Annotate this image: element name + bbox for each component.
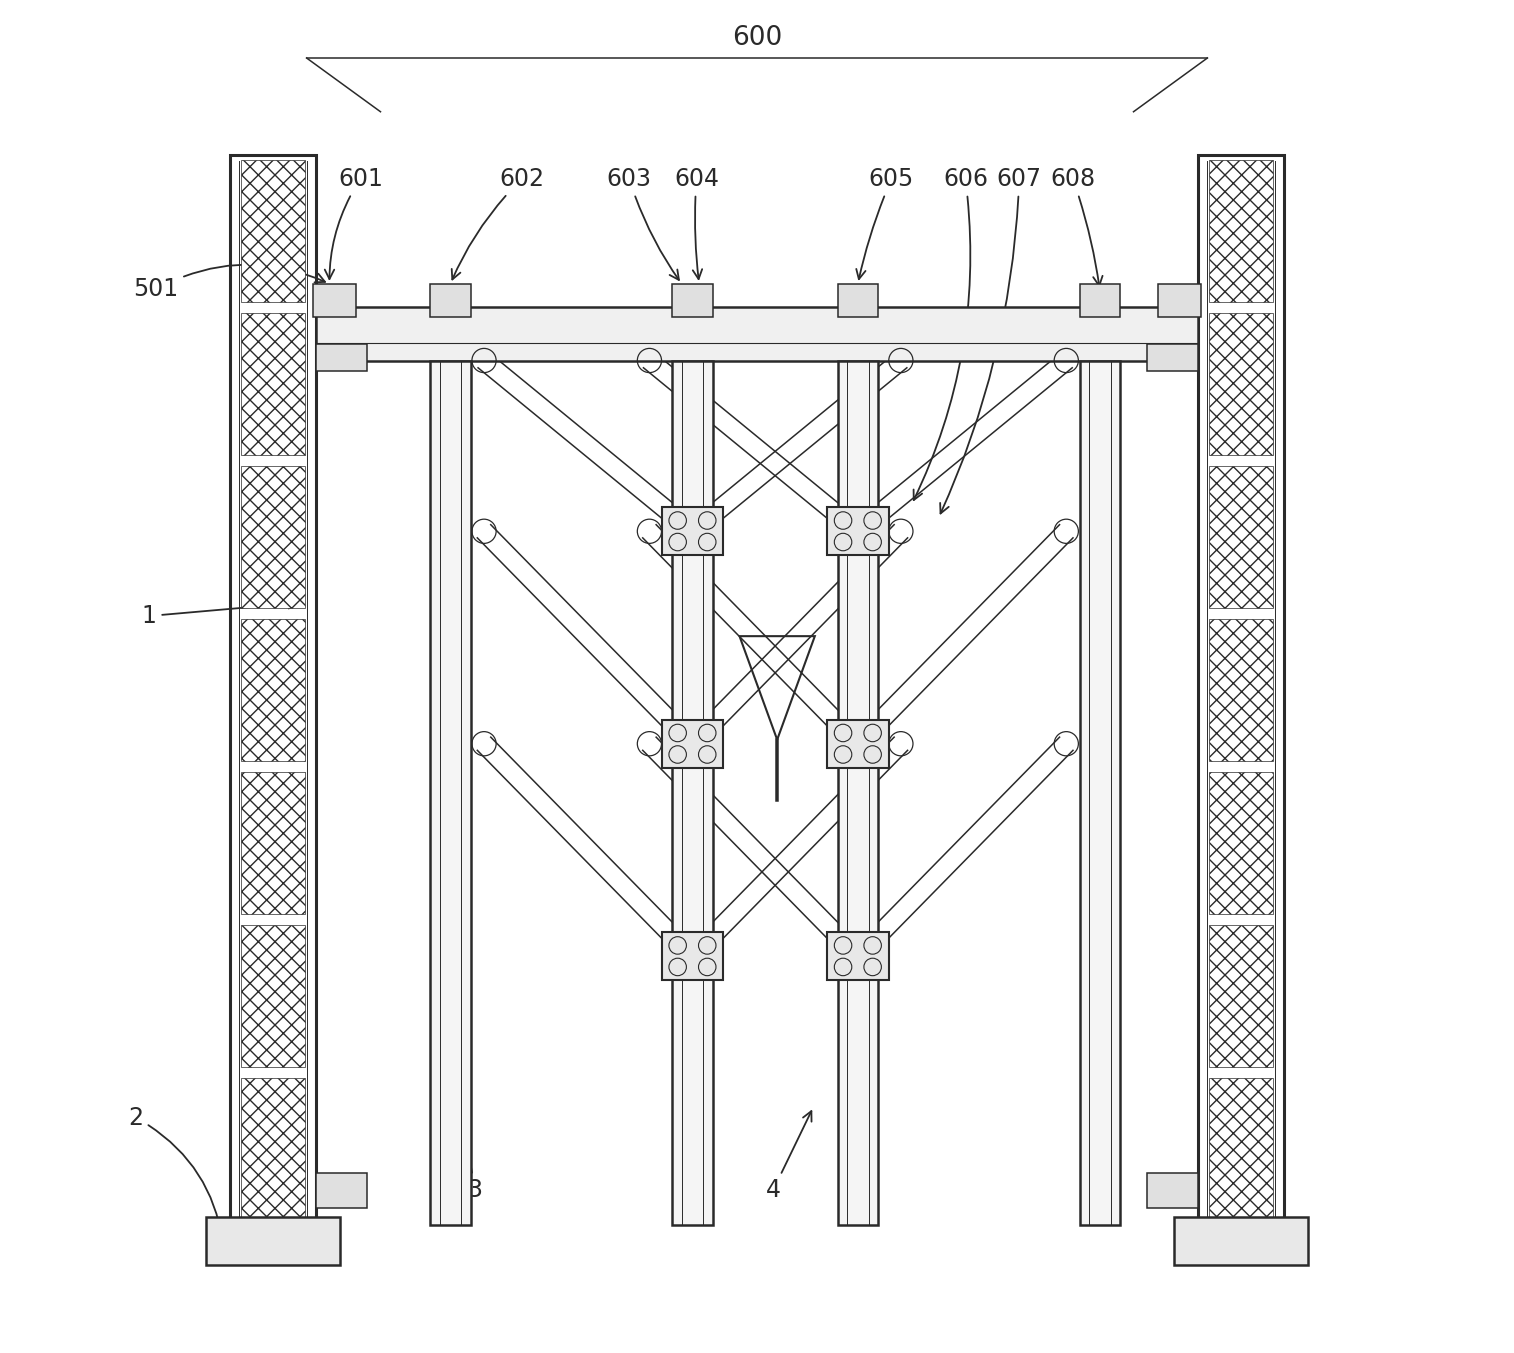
Polygon shape (241, 924, 306, 1066)
Text: 4: 4 (766, 1111, 812, 1203)
Polygon shape (1148, 1173, 1198, 1208)
Text: 1: 1 (142, 599, 298, 628)
Text: 501: 501 (133, 265, 326, 302)
Polygon shape (1208, 771, 1273, 913)
Polygon shape (837, 284, 878, 318)
Polygon shape (316, 307, 1198, 360)
Text: 603: 603 (607, 166, 678, 280)
Polygon shape (662, 507, 724, 556)
Polygon shape (313, 284, 356, 318)
Text: 2: 2 (129, 1105, 226, 1241)
Text: 3: 3 (457, 1118, 481, 1203)
Text: 601: 601 (326, 166, 383, 279)
Polygon shape (316, 1173, 366, 1208)
Text: 605: 605 (857, 166, 914, 279)
Polygon shape (1173, 1218, 1308, 1265)
Polygon shape (1208, 924, 1273, 1066)
Polygon shape (1208, 313, 1273, 455)
Polygon shape (1208, 618, 1273, 760)
Polygon shape (206, 1218, 341, 1265)
Polygon shape (1208, 160, 1273, 302)
Text: 606: 606 (913, 166, 989, 501)
Polygon shape (241, 1077, 306, 1220)
Polygon shape (430, 360, 471, 1224)
Polygon shape (672, 284, 713, 318)
Polygon shape (430, 284, 471, 318)
Polygon shape (316, 345, 366, 371)
Polygon shape (230, 154, 316, 1224)
Text: 608: 608 (1051, 166, 1102, 285)
Polygon shape (1158, 284, 1201, 318)
Polygon shape (241, 618, 306, 760)
Polygon shape (837, 360, 878, 1224)
Polygon shape (827, 507, 889, 556)
Polygon shape (241, 313, 306, 455)
Polygon shape (1079, 360, 1120, 1224)
Polygon shape (1079, 284, 1120, 318)
Polygon shape (1208, 1077, 1273, 1220)
Polygon shape (241, 771, 306, 913)
Polygon shape (662, 932, 724, 981)
Polygon shape (1198, 154, 1284, 1224)
Polygon shape (662, 720, 724, 769)
Polygon shape (1208, 465, 1273, 607)
Polygon shape (1148, 345, 1198, 371)
Polygon shape (241, 160, 306, 302)
Text: 604: 604 (674, 166, 719, 279)
Text: 607: 607 (940, 166, 1042, 514)
Polygon shape (672, 360, 713, 1224)
Text: 600: 600 (731, 24, 783, 51)
Polygon shape (241, 465, 306, 607)
Polygon shape (827, 720, 889, 769)
Polygon shape (827, 932, 889, 981)
Text: 602: 602 (451, 166, 544, 280)
